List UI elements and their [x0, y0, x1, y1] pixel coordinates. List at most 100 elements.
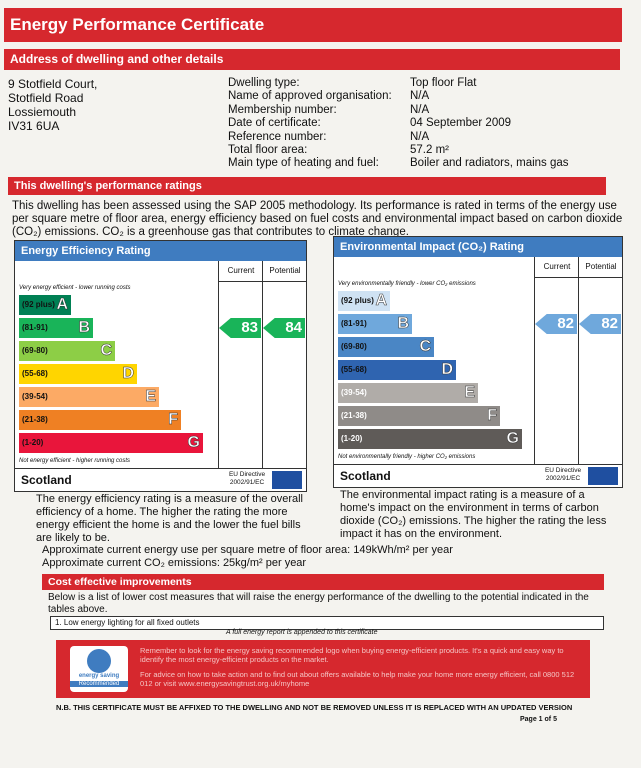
rating-arrow: 83: [219, 318, 261, 338]
improvement-item: 1. Low energy lighting for all fixed out…: [50, 616, 604, 630]
band-range: (21-38): [22, 415, 48, 424]
rating-band: (81-91) B: [338, 314, 412, 334]
detail-value: N/A: [410, 130, 430, 143]
detail-label: Reference number:: [228, 130, 327, 143]
rating-band: (21-38) F: [19, 410, 181, 430]
usage-line: Approximate current energy use per squar…: [42, 544, 453, 556]
chart-title: Environmental Impact (CO₂) Rating: [334, 237, 622, 257]
ratings-text: This dwelling has been assessed using th…: [12, 200, 623, 238]
environmental-description: The environmental impact rating is a mea…: [340, 489, 607, 540]
banner-text: Remember to look for the energy saving r…: [140, 646, 564, 664]
column-line: [262, 281, 263, 469]
rating-band: (92 plus) A: [19, 295, 71, 315]
detail-value: Boiler and radiators, mains gas: [410, 157, 569, 170]
band-range: (92 plus): [22, 300, 55, 309]
detail-value: N/A: [410, 90, 430, 103]
band-letter: E: [145, 388, 156, 406]
title-bar: Energy Performance Certificate: [4, 8, 622, 42]
band-range: (39-54): [341, 388, 367, 397]
improvements-text: Below is a list of lower cost measures t…: [48, 592, 589, 615]
detail-value: 04 September 2009: [410, 117, 512, 130]
detail-label: Date of certificate:: [228, 117, 321, 130]
band-letter: B: [78, 319, 90, 337]
detail-value: Top floor Flat: [410, 77, 477, 89]
directive: EU Directive 2002/91/EC: [228, 471, 266, 486]
column-head: Potential: [578, 257, 623, 278]
usage-line: Approximate current CO₂ emissions: 25kg/…: [42, 557, 307, 569]
rating-band: (92 plus) A: [338, 291, 390, 311]
band-letter: C: [419, 338, 431, 356]
band-range: (69-80): [22, 346, 48, 355]
rating-band: (1-20) G: [338, 429, 522, 449]
rating-band: (55-68) D: [338, 360, 456, 380]
band-letter: A: [375, 292, 387, 310]
column-line: [534, 277, 535, 465]
top-note: Very energy efficient - lower running co…: [19, 285, 131, 291]
band-range: (55-68): [341, 365, 367, 374]
chart-footer: Scotland EU Directive 2002/91/EC: [334, 464, 622, 487]
column-line: [578, 277, 579, 465]
heading: Address of dwelling and other details: [10, 52, 224, 66]
bottom-note: Not energy efficient - higher running co…: [19, 458, 131, 464]
column-head: Current: [218, 261, 263, 282]
rating-band: (21-38) F: [338, 406, 500, 426]
band-letter: G: [506, 430, 519, 448]
detail-row: Date of certificate: 04 September 2009: [228, 117, 618, 130]
heading: Cost effective improvements: [48, 576, 192, 588]
band-range: (92 plus): [341, 296, 374, 305]
detail-row: Reference number: N/A: [228, 131, 618, 144]
column-line: [218, 281, 219, 469]
address-heading: Address of dwelling and other details: [4, 49, 620, 70]
column-head: Current: [534, 257, 579, 278]
band-range: (1-20): [341, 434, 363, 443]
address: 9 Stotfield Court, Stotfield Road Lossie…: [8, 77, 97, 133]
rating-band: (55-68) D: [19, 364, 137, 384]
improvements-heading: Cost effective improvements: [42, 574, 604, 590]
band-letter: F: [487, 407, 497, 425]
detail-label: Membership number:: [228, 103, 337, 116]
detail-label: Main type of heating and fuel:: [228, 157, 379, 170]
efficiency-description: The energy efficiency rating is a measur…: [36, 493, 303, 544]
efficiency-chart: Energy Efficiency Rating Current Potential…: [14, 240, 307, 492]
detail-value: 57.2 m²: [410, 144, 449, 157]
improvements-note: A full energy report is appended to this…: [226, 629, 378, 636]
band-letter: F: [168, 411, 178, 429]
detail-label: Dwelling type:: [228, 77, 300, 89]
chart-title: Energy Efficiency Rating: [15, 241, 306, 261]
banner: energy saving Recommended Remember to lo…: [56, 640, 590, 698]
detail-label: Name of approved organisation:: [228, 90, 392, 103]
rating-band: (1-20) G: [19, 433, 203, 453]
environmental-chart: Environmental Impact (CO₂) Rating Current…: [333, 236, 623, 488]
directive: EU Directive 2002/91/EC: [544, 467, 582, 482]
usage: Approximate current energy use per squar…: [42, 544, 453, 570]
item: 1. Low energy lighting for all fixed out…: [55, 618, 200, 627]
band-range: (55-68): [22, 369, 48, 378]
band-range: (69-80): [341, 342, 367, 351]
address-line: 9 Stotfield Court,: [8, 77, 98, 91]
rating-arrow: 82: [579, 314, 621, 334]
band-range: (81-91): [341, 319, 367, 328]
detail-label: Total floor area:: [228, 144, 308, 157]
band-letter: A: [56, 296, 68, 314]
page-number: Page 1 of 5: [520, 716, 557, 723]
bottom-note: Not environmentally friendly - higher CO…: [338, 454, 476, 460]
notice: N.B. THIS CERTIFICATE MUST BE AFFIXED TO…: [56, 703, 573, 712]
detail-row: Membership number: N/A: [228, 104, 618, 117]
band-range: (21-38): [341, 411, 367, 420]
rating-arrow: 82: [535, 314, 577, 334]
rating-band: (69-80) C: [19, 341, 115, 361]
band-letter: D: [122, 365, 134, 383]
band-letter: D: [441, 361, 453, 379]
detail-row: Total floor area: 57.2 m²: [228, 144, 618, 157]
ratings-heading: This dwelling's performance ratings: [8, 177, 606, 195]
country: Scotland: [21, 473, 72, 487]
logo-top: energy saving: [78, 673, 120, 679]
rating-band: (39-54) E: [338, 383, 478, 403]
band-range: (1-20): [22, 438, 44, 447]
column-head: Potential: [262, 261, 307, 282]
banner-text: For advice on how to take action and to …: [140, 670, 575, 688]
band-letter: E: [464, 384, 475, 402]
address-line: Lossiemouth: [8, 105, 77, 119]
eu-flag: [588, 467, 618, 485]
